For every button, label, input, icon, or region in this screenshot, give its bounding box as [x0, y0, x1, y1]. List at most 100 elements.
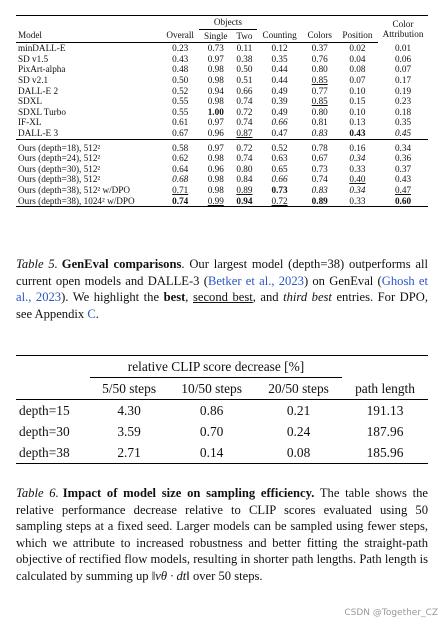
column-header: 10/50 steps [168, 377, 256, 400]
value-cell: 0.98 [207, 184, 224, 195]
value-cell: 0.80 [236, 163, 253, 174]
value-cell: 0.97 [207, 117, 224, 128]
value-cell: 0.21 [286, 403, 311, 418]
value-cell: 0.11 [236, 43, 253, 54]
table-row: Ours (depth=30), 512² 0.64 0.96 0.80 0.65 0.7… [16, 164, 428, 175]
value-cell: 0.34 [349, 184, 366, 195]
caption-text: The table shows the relative performance… [16, 486, 429, 583]
value-cell: 0.40 [349, 174, 366, 185]
column-header: 5/50 steps [89, 377, 169, 400]
row-label: depth=15 [19, 403, 70, 418]
value-cell: 0.43 [394, 174, 412, 185]
citation-link[interactable]: Ghosh et al., 2023 [16, 273, 428, 305]
caption-5: Table 5. GenEval comparisons. Our largest… [16, 256, 428, 322]
value-cell: 0.84 [236, 174, 253, 185]
table-row: SDXL Turbo 0.55 1.00 0.72 0.49 0.80 0.10 0.18 [16, 107, 428, 118]
value-cell: 0.15 [349, 96, 366, 107]
value-cell: 0.98 [207, 153, 224, 164]
value-cell: 0.71 [172, 184, 189, 195]
value-cell: 0.99 [207, 195, 224, 206]
value-cell: 0.44 [271, 64, 288, 75]
value-cell: 0.52 [271, 142, 288, 153]
value-cell: 0.12 [271, 43, 288, 54]
value-cell: 0.18 [394, 106, 412, 117]
value-cell: 0.44 [271, 74, 288, 85]
table-row: IF-XL 0.61 0.97 0.74 0.66 0.81 0.13 0.35 [16, 117, 428, 128]
model-cell: Ours (depth=38), 512² w/DPO [18, 184, 131, 195]
value-cell: 0.66 [236, 85, 253, 96]
table-row: PixArt-alpha 0.48 0.98 0.50 0.44 0.80 0.08 0.07 [16, 64, 428, 75]
model-cell: SDXL [18, 96, 42, 107]
value-cell: 0.87 [232, 127, 257, 140]
value-cell: 0.73 [207, 43, 224, 54]
column-header: Counting [256, 29, 303, 44]
value-cell: 0.83 [302, 127, 337, 140]
value-cell: 0.98 [207, 174, 224, 185]
header-row: 5/50 steps 10/50 steps 20/50 steps path len… [16, 377, 428, 400]
value-cell: 0.55 [172, 96, 189, 107]
column-header: 20/50 steps [255, 377, 343, 400]
value-cell: 0.98 [207, 74, 224, 85]
value-cell: 0.08 [286, 445, 311, 460]
table-row: SDXL 0.55 0.98 0.74 0.39 0.85 0.15 0.23 [16, 96, 428, 107]
citation-link[interactable]: C [87, 306, 96, 321]
caption-text: ). We highlight the [61, 290, 164, 304]
value-cell: 0.74 [172, 195, 189, 206]
value-cell: 0.06 [394, 53, 412, 64]
value-cell: 0.43 [172, 53, 189, 64]
value-cell: 0.16 [349, 142, 366, 153]
model-cell: minDALL-E [18, 43, 66, 54]
value-cell: 0.73 [311, 163, 328, 174]
value-cell: 0.10 [349, 85, 366, 96]
value-cell: 0.96 [207, 163, 224, 174]
caption-6: Table 6. Impact of model size on sampling… [16, 485, 428, 584]
caption-label: Table 6. [16, 486, 59, 500]
value-cell: 0.24 [286, 424, 311, 439]
value-cell: 0.37 [311, 43, 328, 54]
value-cell: 0.50 [172, 74, 189, 85]
value-cell: 0.74 [236, 96, 253, 107]
value-cell: 0.85 [311, 74, 328, 85]
table-row: Ours (depth=38), 512² w/DPO 0.71 0.98 0.89 0… [16, 185, 428, 196]
model-cell: DALL-E 2 [18, 85, 59, 96]
empty-cell [16, 377, 90, 400]
value-cell: 0.37 [394, 163, 412, 174]
group-header: Objects [199, 15, 257, 30]
value-cell: 0.66 [271, 174, 288, 185]
caption-text: ‖vθ · dt‖ [151, 568, 190, 583]
caption-text: GenEval comparisons [61, 257, 182, 271]
value-cell: 0.01 [394, 42, 412, 53]
empty-cell [342, 356, 428, 378]
value-cell: 187.96 [366, 424, 404, 439]
empty-cell [257, 16, 378, 30]
citation-link[interactable]: Betker et al., 2023 [207, 273, 304, 288]
model-cell: Ours (depth=18), 512² [18, 142, 101, 153]
value-cell: 0.73 [271, 184, 288, 195]
caption-text: Impact of model size on sampling efficie… [62, 486, 315, 500]
row-label: depth=30 [19, 424, 70, 439]
model-cell: Ours (depth=38), 512² [18, 174, 101, 185]
value-cell: 0.49 [271, 85, 288, 96]
value-cell: 0.61 [172, 117, 189, 128]
value-cell: 0.80 [311, 106, 328, 117]
table-row: SD v2.1 0.50 0.98 0.51 0.44 0.85 0.07 0.17 [16, 75, 428, 86]
value-cell: 0.38 [236, 53, 253, 64]
value-cell: 0.49 [271, 106, 288, 117]
value-cell: 0.02 [349, 43, 366, 54]
table-row: Ours (depth=18), 512² 0.58 0.97 0.72 0.52 0.7… [16, 139, 428, 153]
value-cell: 0.52 [172, 85, 189, 96]
empty-cell [16, 16, 199, 30]
table-row: Ours (depth=24), 512² 0.62 0.98 0.74 0.63 0.6… [16, 153, 428, 164]
value-cell: 0.78 [311, 142, 328, 153]
column-header: Position [336, 29, 378, 44]
model-cell: SD v1.5 [18, 53, 49, 64]
value-cell: 1.00 [207, 106, 224, 117]
value-cell: 0.43 [336, 127, 378, 140]
row-label: depth=38 [19, 445, 70, 460]
value-cell: 0.72 [271, 195, 288, 206]
empty-cell [16, 356, 90, 378]
value-cell: 0.96 [199, 127, 233, 140]
value-cell: 0.51 [236, 74, 253, 85]
value-cell: 0.74 [311, 174, 328, 185]
